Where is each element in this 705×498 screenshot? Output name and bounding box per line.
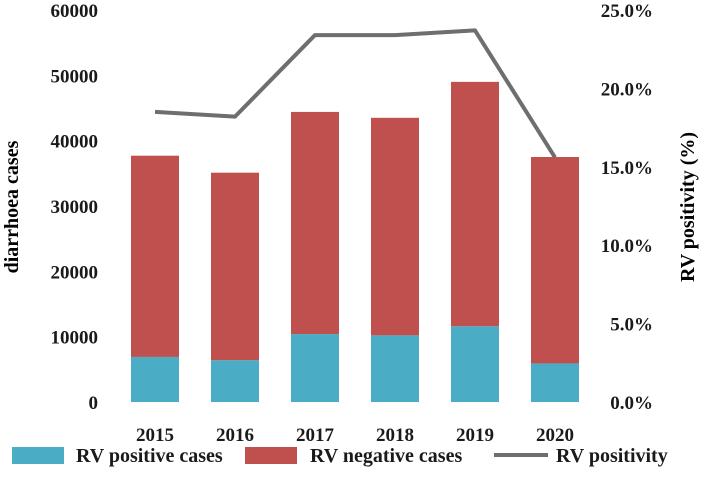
- y2-tick-label: 0.0%: [610, 393, 653, 414]
- y-tick-label: 60000: [51, 1, 99, 22]
- y2-tick-label: 25.0%: [601, 1, 653, 22]
- y-tick-label: 40000: [51, 132, 99, 153]
- y2-axis-title: RV positivity (%): [677, 132, 699, 282]
- bar-positive-2018: [371, 335, 419, 402]
- x-tick-label: 2018: [376, 425, 414, 446]
- bar-negative-2020: [531, 157, 579, 364]
- x-tick-label: 2016: [216, 425, 254, 446]
- bar-positive-2015: [131, 356, 179, 402]
- x-tick-label: 2020: [536, 425, 574, 446]
- y2-tick-label: 10.0%: [601, 236, 653, 257]
- legend-swatch-negative: [245, 447, 297, 464]
- y2-tick-label: 15.0%: [601, 158, 653, 179]
- bar-negative-2016: [211, 172, 259, 361]
- y-tick-label: 50000: [51, 66, 99, 87]
- right-axis-ticks: 0.0% 5.0% 10.0% 15.0% 20.0% 25.0%: [601, 1, 653, 414]
- legend-label-negative: RV negative cases: [310, 445, 462, 467]
- x-tick-label: 2015: [136, 425, 174, 446]
- y-tick-label: 30000: [51, 197, 99, 218]
- bar-negative-2015: [131, 155, 179, 357]
- bar-positive-2019: [451, 326, 499, 402]
- y2-tick-label: 5.0%: [610, 315, 653, 336]
- positivity-line: [154, 28, 557, 159]
- legend-label-positive: RV positive cases: [76, 445, 223, 467]
- y-tick-label: 0: [89, 393, 99, 414]
- bar-negative-2019: [451, 81, 499, 327]
- line-layer: [154, 28, 557, 159]
- bar-positive-2020: [531, 363, 579, 402]
- bar-positive-2016: [211, 360, 259, 402]
- y-axis-title: diarrhoea cases: [1, 140, 23, 273]
- bar-negative-2017: [291, 111, 339, 335]
- y-tick-label: 10000: [51, 328, 99, 349]
- bar-positive-2017: [291, 334, 339, 402]
- legend-label-positivity: RV positivity: [556, 445, 668, 467]
- bars: [131, 81, 579, 402]
- bar-negative-2018: [371, 117, 419, 336]
- y-tick-label: 20000: [51, 262, 99, 283]
- legend-swatch-positive: [12, 447, 64, 464]
- x-tick-label: 2017: [296, 425, 335, 446]
- x-axis-ticks: 2015 2016 2017 2018 2019 2020: [136, 425, 574, 446]
- y2-tick-label: 20.0%: [601, 79, 653, 100]
- legend: RV positive cases RV negative cases RV p…: [12, 445, 668, 467]
- x-tick-label: 2019: [456, 425, 494, 446]
- left-axis-ticks: 0 10000 20000 30000 40000 50000 60000: [51, 1, 99, 414]
